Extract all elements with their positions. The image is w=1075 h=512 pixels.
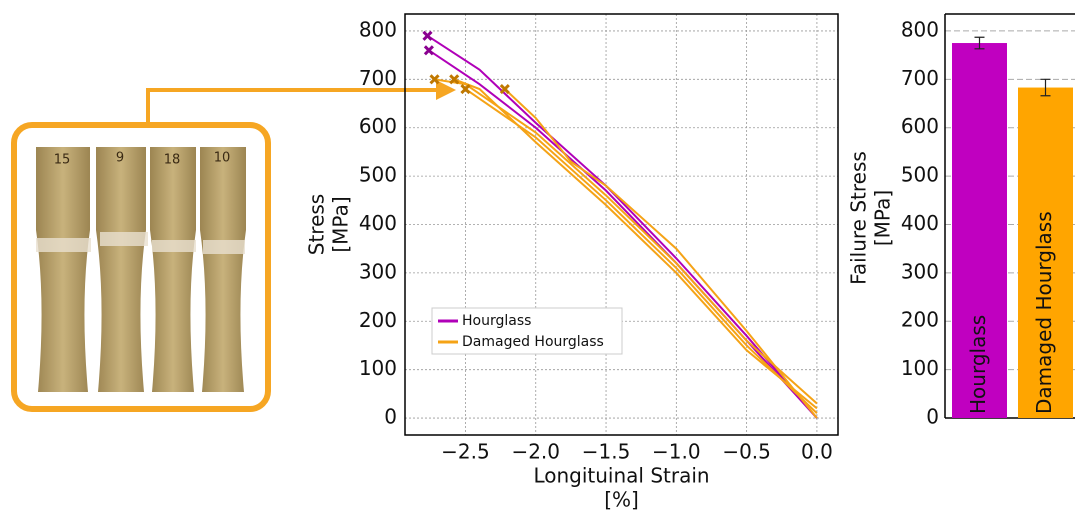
x-axis-label: Longituinal Strain [533, 464, 709, 488]
curve [434, 78, 818, 405]
x-tick-label: −2.5 [441, 440, 490, 464]
curve [464, 88, 818, 414]
curve [428, 49, 818, 419]
y-tick-label: 0 [926, 405, 939, 429]
error-bar [974, 36, 985, 50]
specimen [150, 147, 196, 392]
failure-marker [423, 45, 434, 56]
failure-marker [422, 30, 433, 41]
y-tick-label: 500 [359, 163, 397, 187]
damage [152, 240, 196, 252]
failure-marker [429, 74, 440, 85]
y-tick-label: 100 [359, 356, 397, 380]
failure-marker [449, 74, 460, 85]
photo: 15 9 18 10 [11, 122, 271, 412]
specimen [96, 147, 146, 392]
y-axis-label: [MPa] [329, 196, 353, 252]
arrow-head [436, 80, 456, 100]
y-tick-label: 600 [901, 114, 939, 138]
x-tick-label: −1.0 [652, 440, 701, 464]
y-tick-label: 700 [359, 66, 397, 90]
plot-frame [404, 13, 839, 436]
y-tick-label: 200 [359, 308, 397, 332]
x-tick-label: −2.0 [511, 440, 560, 464]
y-tick-label: 400 [359, 211, 397, 235]
specimen-label: 18 [164, 153, 181, 168]
damage [36, 238, 91, 252]
error-bar [1040, 78, 1051, 97]
specimen-label: 9 [116, 151, 124, 166]
bar [952, 43, 1007, 419]
y-tick-label: 200 [901, 308, 939, 332]
x-tick-label: 0.0 [801, 440, 833, 464]
curve [453, 78, 818, 410]
y-tick-label: 300 [359, 259, 397, 283]
failure-marker [499, 83, 510, 95]
y-axis-label: [MPa] [871, 190, 895, 246]
x-tick-label: −1.5 [582, 440, 631, 464]
bar-label: Damaged Hourglass [1032, 211, 1056, 414]
y-tick-label: 500 [901, 163, 939, 187]
specimen [200, 147, 246, 392]
specimen [36, 147, 90, 392]
y-tick-label: 700 [901, 66, 939, 90]
y-axis-label: Failure Stress [847, 151, 871, 285]
y-tick-label: 600 [359, 114, 397, 138]
legend-label: Hourglass [462, 313, 531, 329]
failure-marker [460, 83, 471, 95]
y-tick-label: 0 [384, 405, 397, 429]
y-axis-label: Stress [305, 194, 329, 255]
damage [100, 232, 148, 246]
y-tick-label: 400 [901, 211, 939, 235]
x-tick-label: −0.5 [722, 440, 771, 464]
bar-label: Hourglass [966, 315, 990, 414]
specimen-label: 10 [214, 151, 231, 166]
damage [203, 240, 245, 254]
y-tick-label: 100 [901, 356, 939, 380]
y-tick-label: 800 [901, 17, 939, 41]
y-tick-label: 300 [901, 259, 939, 283]
specimen-label: 15 [54, 153, 71, 168]
curve [504, 88, 818, 419]
y-tick-label: 800 [359, 17, 397, 41]
arrow [146, 88, 440, 123]
legend-label: Damaged Hourglass [462, 334, 604, 350]
legend-box [431, 307, 623, 355]
x-axis-label: [%] [604, 488, 639, 512]
bar [1018, 87, 1073, 419]
